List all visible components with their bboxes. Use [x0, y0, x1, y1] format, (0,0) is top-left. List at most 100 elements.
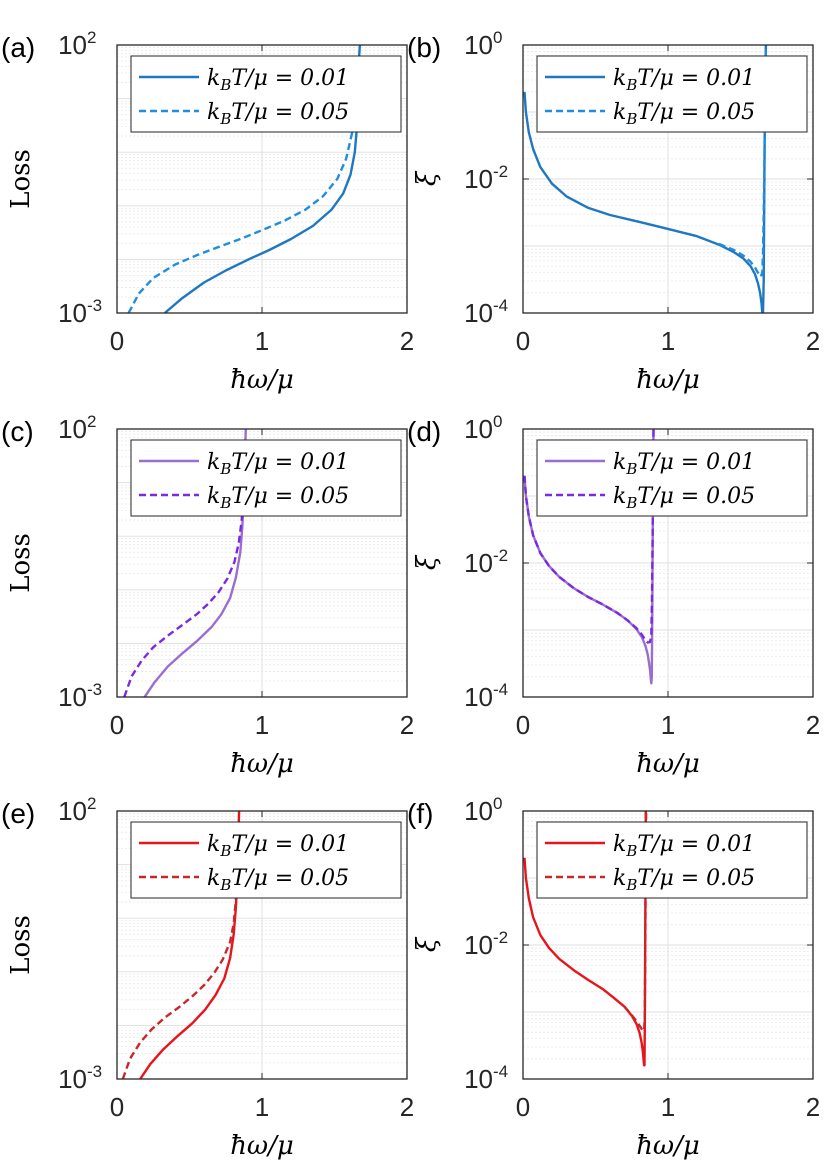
legend-box [130, 55, 402, 133]
y-axis-label: Loss [6, 915, 36, 975]
y-tick-label: 10 [464, 30, 493, 60]
x-axis-label: ħω/μ [636, 749, 700, 779]
y-tick-label: 10 [464, 298, 493, 328]
x-tick-label: 1 [661, 326, 675, 356]
legend-entry-label: kBT/μ = 0.05 [207, 866, 349, 894]
series-2-line [523, 429, 655, 644]
legend-entry-label: kBT/μ = 0.05 [613, 866, 755, 894]
y-tick-label: 10 [58, 30, 87, 60]
x-tick-label: 0 [110, 1092, 124, 1122]
y-axis-label: Loss [6, 533, 36, 593]
y-axis-label: Loss [6, 149, 36, 209]
x-tick-label: 0 [516, 710, 530, 740]
legend-box [130, 821, 402, 899]
legend-entry-label: kBT/μ = 0.01 [207, 832, 349, 860]
x-tick-label: 2 [400, 326, 414, 356]
y-tick-label: 10 [464, 796, 493, 826]
x-axis-label: ħω/μ [230, 365, 294, 395]
panel-label: (c) [1, 416, 34, 447]
y-tick-label: 10 [464, 164, 493, 194]
y-tick-exponent: 2 [87, 794, 96, 813]
series-2-line [127, 72, 359, 313]
y-tick-label: 10 [464, 1064, 493, 1094]
x-tick-label: 0 [110, 326, 124, 356]
panel-label: (e) [1, 798, 35, 829]
legend-entry-label: kBT/μ = 0.05 [613, 484, 755, 512]
y-tick-label: 10 [58, 414, 87, 444]
series-2-line [121, 843, 240, 1079]
y-tick-exponent: 0 [493, 412, 502, 431]
x-tick-label: 0 [516, 326, 530, 356]
x-tick-label: 1 [661, 1092, 675, 1122]
y-tick-label: 10 [58, 682, 87, 712]
legend-entry-label: kBT/μ = 0.05 [207, 484, 349, 512]
x-tick-label: 1 [255, 326, 269, 356]
panel-label: (d) [407, 416, 441, 447]
legend: kBT/μ = 0.01 kBT/μ = 0.05 [536, 439, 808, 517]
y-tick-exponent: 2 [87, 28, 96, 47]
y-tick-exponent: -3 [87, 296, 102, 315]
legend-entry-label: kBT/μ = 0.05 [207, 100, 349, 128]
y-tick-label: 10 [464, 682, 493, 712]
series-2-line [718, 45, 768, 278]
legend: kBT/μ = 0.01 kBT/μ = 0.05 [130, 821, 402, 899]
legend-entry-label: kBT/μ = 0.01 [207, 450, 349, 478]
series-2-line [623, 811, 648, 1033]
x-tick-label: 2 [400, 710, 414, 740]
legend-entry-label: kBT/μ = 0.01 [207, 66, 349, 94]
x-tick-label: 2 [806, 1092, 820, 1122]
panel-label: (a) [1, 32, 35, 63]
x-axis-label: ħω/μ [230, 749, 294, 779]
x-tick-label: 2 [806, 326, 820, 356]
x-tick-label: 0 [110, 710, 124, 740]
y-tick-exponent: -4 [493, 296, 508, 315]
x-axis-label: ħω/μ [636, 365, 700, 395]
y-tick-exponent: -2 [493, 162, 508, 181]
y-tick-label: 10 [464, 548, 493, 578]
x-tick-label: 1 [255, 710, 269, 740]
x-tick-label: 2 [400, 1092, 414, 1122]
legend-box [536, 821, 808, 899]
y-axis-label: ξ [412, 936, 442, 952]
y-tick-exponent: -2 [493, 928, 508, 947]
y-tick-label: 10 [464, 930, 493, 960]
panel-label: (b) [407, 32, 441, 63]
panel-label: (f) [407, 798, 433, 829]
y-tick-label: 10 [58, 1064, 87, 1094]
series-1-line [523, 45, 768, 313]
y-tick-exponent: -3 [87, 1062, 102, 1081]
y-axis-label: ξ [412, 170, 442, 186]
legend-entry-label: kBT/μ = 0.01 [613, 832, 755, 860]
y-tick-exponent: -4 [493, 680, 508, 699]
y-tick-label: 10 [58, 298, 87, 328]
y-tick-exponent: -4 [493, 1062, 508, 1081]
x-axis-label: ħω/μ [636, 1131, 700, 1161]
y-tick-exponent: 0 [493, 794, 502, 813]
x-tick-label: 1 [661, 710, 675, 740]
y-tick-label: 10 [464, 414, 493, 444]
legend: kBT/μ = 0.01 kBT/μ = 0.05 [130, 439, 402, 517]
x-tick-label: 0 [516, 1092, 530, 1122]
y-tick-exponent: -2 [493, 546, 508, 565]
y-tick-exponent: -3 [87, 680, 102, 699]
series-1-line [523, 429, 655, 685]
y-tick-exponent: 2 [87, 412, 96, 431]
x-axis-label: ħω/μ [230, 1131, 294, 1161]
legend-entry-label: kBT/μ = 0.05 [613, 100, 755, 128]
legend: kBT/μ = 0.01 kBT/μ = 0.05 [130, 55, 402, 133]
legend-box [536, 55, 808, 133]
y-tick-label: 10 [58, 796, 87, 826]
y-axis-label: ξ [412, 554, 442, 570]
x-tick-label: 2 [806, 710, 820, 740]
legend-entry-label: kBT/μ = 0.01 [613, 66, 755, 94]
legend-box [536, 439, 808, 517]
y-tick-exponent: 0 [493, 28, 502, 47]
legend-box [130, 439, 402, 517]
